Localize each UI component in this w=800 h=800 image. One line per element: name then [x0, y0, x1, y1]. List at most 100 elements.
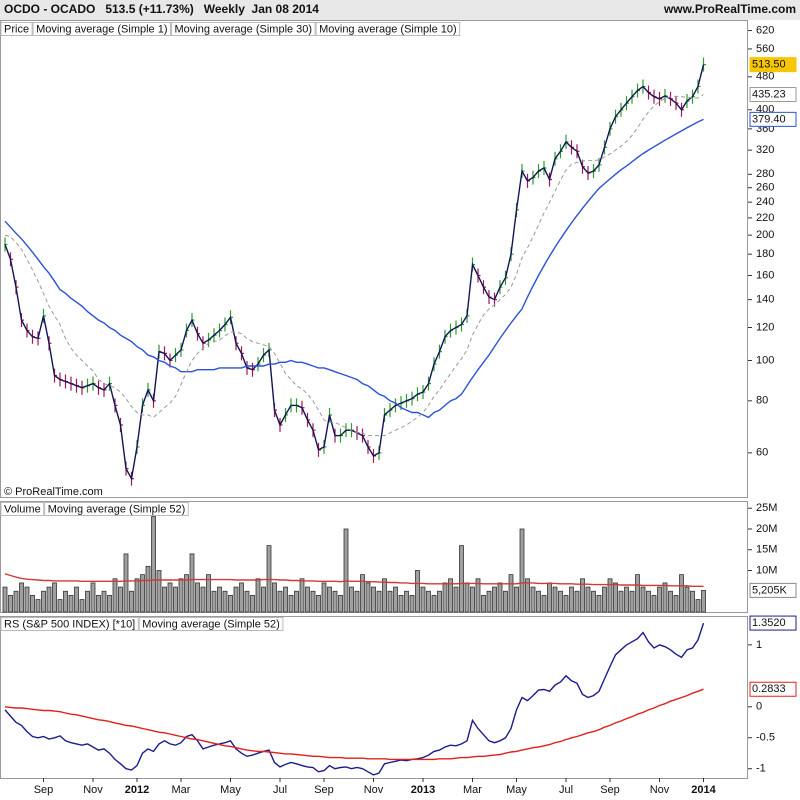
volume-bar: [459, 545, 464, 613]
rs-panel-frame: [0, 616, 748, 779]
volume-bar: [481, 594, 486, 613]
volume-bar: [668, 590, 673, 613]
y-tick-label: 260: [756, 182, 774, 194]
value-badge-label: 0.2833: [752, 683, 786, 695]
volume-bar: [558, 590, 563, 613]
volume-bar: [184, 574, 189, 613]
y-tick-label: 15M: [756, 544, 777, 556]
value-badge: [749, 681, 797, 697]
volume-bar: [338, 594, 343, 613]
y-tick-label: 140: [756, 294, 774, 306]
volume-bar: [563, 594, 569, 613]
value-badge-label: 513.50: [752, 59, 786, 71]
x-tick-label: Mar: [463, 784, 482, 796]
volume-bar: [431, 594, 437, 613]
volume-bar: [574, 590, 580, 613]
header-bar: [0, 0, 800, 20]
series-line: [4, 64, 705, 481]
volume-bar: [250, 594, 255, 613]
volume-bar: [569, 586, 574, 613]
volume-bar: [112, 578, 118, 613]
volume-bar: [591, 590, 596, 613]
volume-bar: [211, 590, 217, 613]
volume-bar: [365, 582, 371, 613]
volume-bar: [266, 545, 272, 613]
volume-bar: [497, 582, 503, 613]
y-tick-label: -1: [756, 763, 766, 775]
volume-bar: [244, 590, 250, 613]
volume-bar: [519, 528, 525, 613]
volume-bar: [233, 586, 239, 613]
volume-bar: [288, 594, 294, 613]
legend-box: [44, 502, 189, 516]
price-panel-frame: [0, 20, 748, 498]
volume-bar: [63, 590, 68, 613]
x-tick-label: Mar: [172, 784, 191, 796]
volume-bar: [360, 574, 365, 613]
volume-bar: [305, 586, 310, 613]
volume-bar: [52, 582, 57, 613]
y-tick-label: 480: [756, 71, 774, 83]
volume-bar: [486, 590, 492, 613]
header-title: OCDO - OCADO 513.5 (+11.73%) Weekly Jan …: [4, 2, 319, 16]
volume-bar: [404, 590, 409, 613]
volume-bar: [607, 578, 613, 613]
y-tick-label: 1: [756, 639, 762, 651]
volume-bar: [178, 578, 184, 613]
y-tick-label: 180: [756, 248, 774, 260]
y-tick-label: 20M: [756, 523, 777, 535]
volume-bar: [46, 586, 52, 613]
volume-bar: [68, 594, 74, 613]
volume-bar: [299, 578, 305, 613]
volume-bar: [525, 578, 530, 613]
y-tick-label: 620: [756, 24, 774, 36]
volume-bar: [118, 586, 123, 613]
volume-bar: [624, 586, 629, 613]
volume-bar: [453, 586, 459, 613]
volume-bar: [332, 590, 338, 613]
value-badge-label: 1.3520: [752, 617, 786, 629]
volume-bar: [398, 594, 404, 613]
volume-bar: [437, 590, 442, 613]
volume-bar: [162, 586, 167, 613]
volume-bar: [200, 586, 206, 613]
volume-bar: [189, 553, 195, 613]
legend-box: [315, 22, 461, 36]
x-tick-label: Nov: [83, 784, 103, 796]
volume-bar: [393, 586, 398, 613]
volume-bar: [167, 582, 173, 613]
volume-bar: [371, 586, 376, 613]
volume-bar: [629, 590, 635, 613]
volume-bar: [316, 594, 321, 613]
volume-bar: [173, 586, 178, 613]
y-tick-label: 560: [756, 43, 774, 55]
volume-bar: [343, 528, 349, 613]
volume-bar: [30, 594, 35, 613]
volume-bar: [376, 590, 382, 613]
volume-bar: [354, 590, 360, 613]
volume-bar: [464, 582, 470, 613]
volume-bar: [415, 570, 420, 613]
header-site: www.ProRealTime.com: [663, 2, 796, 16]
volume-bar: [613, 582, 618, 613]
volume-bar: [684, 586, 690, 613]
copyright: © ProRealTime.com: [4, 486, 103, 498]
volume-bar: [74, 586, 79, 613]
volume-bar: [585, 586, 591, 613]
legend-box: [0, 502, 45, 516]
y-tick-label: 60: [756, 447, 768, 459]
volume-bar: [387, 590, 393, 613]
volume-bar: [327, 586, 332, 613]
volume-bar: [96, 594, 101, 613]
volume-bar: [635, 574, 640, 613]
value-badge: [749, 582, 797, 598]
volume-bar: [272, 582, 277, 613]
legend-box: [138, 617, 284, 631]
volume-bar: [690, 590, 695, 613]
volume-bar: [701, 589, 706, 613]
y-tick-label: -0.5: [756, 732, 775, 744]
x-tick-label: Sep: [34, 784, 54, 796]
series-line: [4, 118, 704, 419]
volume-bar: [129, 590, 134, 613]
